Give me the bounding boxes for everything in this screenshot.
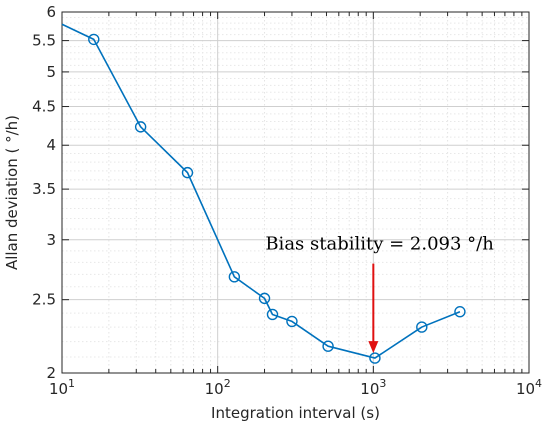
x-axis-title: Integration interval (s): [211, 404, 380, 422]
data-point-marker: [181, 166, 194, 179]
data-point-marker: [416, 321, 428, 333]
data-point-marker: [322, 340, 334, 352]
x-tick-exponent: 2: [224, 377, 231, 390]
x-tick-label: 101: [49, 377, 75, 398]
data-point-marker: [228, 271, 241, 283]
axis-ticks: [61, 11, 530, 374]
annotation-text: Bias stability = 2.093 °/h: [265, 234, 494, 255]
data-point-marker: [454, 306, 466, 318]
data-point-marker: [286, 315, 298, 328]
y-tick-label: 2.5: [32, 291, 56, 309]
y-tick-labels: 2 2.5 3 3.5 4 4.5 5 5.5 6: [32, 3, 56, 382]
data-point-marker: [88, 33, 100, 46]
y-tick-label: 3: [46, 231, 56, 249]
data-point-marker: [258, 292, 271, 305]
y-tick-label: 4: [46, 136, 56, 154]
annotation-group: Bias stability = 2.093 °/h: [265, 234, 494, 354]
x-tick-exponent: 3: [379, 377, 386, 390]
y-axis-title: Allan deviation ( °/h): [3, 115, 21, 270]
y-tick-label: 5: [46, 63, 56, 81]
y-tick-label: 4.5: [32, 98, 56, 116]
annotation-arrow-head: [368, 341, 379, 354]
data-point-marker: [369, 352, 381, 364]
x-tick-exponent: 1: [68, 377, 75, 390]
y-tick-label: 6: [46, 3, 56, 21]
y-tick-label: 2: [46, 364, 56, 382]
series-group: [61, 23, 466, 364]
series-line: [61, 23, 461, 359]
y-tick-label: 3.5: [32, 180, 56, 198]
x-tick-label: 103: [360, 377, 386, 398]
x-tick-labels: 101 102 103 104: [49, 377, 542, 398]
data-point-marker: [134, 121, 147, 133]
data-point-marker: [266, 308, 279, 321]
x-tick-label: 104: [516, 377, 542, 398]
plot-frame: [61, 11, 530, 374]
y-tick-label: 5.5: [32, 32, 56, 50]
x-tick-label: 102: [205, 377, 231, 398]
x-tick-exponent: 4: [535, 377, 542, 390]
